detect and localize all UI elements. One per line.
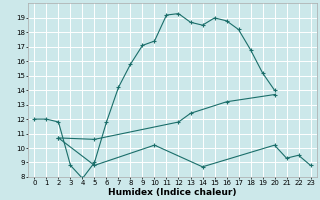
X-axis label: Humidex (Indice chaleur): Humidex (Indice chaleur) xyxy=(108,188,237,197)
